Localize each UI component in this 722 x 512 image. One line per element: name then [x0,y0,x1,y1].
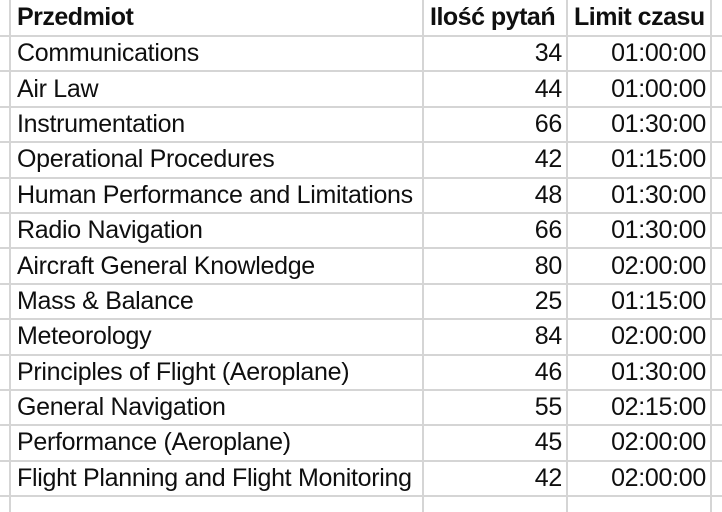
right-margin-cell [712,497,722,512]
time-limit-cell[interactable]: 02:00:00 [568,426,712,462]
left-margin-cell [0,461,11,498]
subject-cell[interactable]: Instrumentation [11,107,424,144]
subject-cell[interactable]: Human Performance and Limitations [11,178,424,214]
left-margin-cell [0,107,11,144]
left-margin-cell [0,143,11,179]
left-margin-cell [0,249,11,285]
questions-cell[interactable]: 34 [424,37,568,73]
right-margin-cell [712,0,722,37]
time-limit-cell[interactable]: 01:00:00 [568,72,712,108]
time-limit-cell[interactable]: 01:30:00 [568,213,712,250]
table-row: Principles of Flight (Aeroplane) 46 01:3… [0,355,722,391]
time-limit-cell[interactable]: 01:30:00 [568,355,712,391]
column-header-limit-czasu[interactable]: Limit czasu [568,0,712,37]
right-margin-cell [712,320,722,356]
right-margin-cell [712,108,722,144]
subject-cell[interactable]: Operational Procedures [11,143,424,179]
left-margin-cell [0,390,11,427]
time-limit-cell[interactable]: 01:15:00 [568,284,712,321]
time-limit-cell[interactable]: 01:00:00 [568,37,712,73]
table-row: Communications 34 01:00:00 [0,37,722,73]
right-margin-cell [712,356,722,391]
table-row: Meteorology 84 02:00:00 [0,320,722,356]
right-margin-cell [712,72,722,108]
table-row: General Navigation 55 02:15:00 [0,390,722,427]
time-limit-cell[interactable]: 01:30:00 [568,178,712,214]
time-limit-cell[interactable]: 02:00:00 [568,461,712,498]
table-row: Aircraft General Knowledge 80 02:00:00 [0,249,722,285]
left-margin-cell [0,320,11,356]
questions-cell[interactable]: 66 [424,213,568,250]
table-row: Human Performance and Limitations 48 01:… [0,178,722,214]
table-row: Flight Planning and Flight Monitoring 42… [0,461,722,498]
subject-cell[interactable]: Aircraft General Knowledge [11,249,424,285]
table-body: Communications 34 01:00:00 Air Law 44 01… [0,37,722,498]
right-margin-cell [712,214,722,250]
questions-cell[interactable]: 44 [424,72,568,108]
table-row: Radio Navigation 66 01:30:00 [0,213,722,250]
questions-cell[interactable]: 42 [424,461,568,498]
table-row: Mass & Balance 25 01:15:00 [0,284,722,321]
time-limit-cell[interactable]: 01:15:00 [568,143,712,179]
questions-cell[interactable]: 84 [424,320,568,356]
time-limit-cell[interactable]: 02:00:00 [568,249,712,285]
table-row: Operational Procedures 42 01:15:00 [0,143,722,179]
column-header-ilosc-pytan[interactable]: Ilość pytań [424,0,568,37]
subject-cell[interactable]: Flight Planning and Flight Monitoring [11,461,424,498]
left-margin-cell [0,426,11,462]
left-margin-cell [0,0,11,37]
questions-cell[interactable]: 25 [424,284,568,321]
right-margin-cell [712,37,722,73]
questions-cell[interactable]: 48 [424,178,568,214]
subject-cell[interactable]: Meteorology [11,320,424,356]
right-margin-cell [712,426,722,462]
right-margin-cell [712,143,722,179]
empty-partial-row [0,497,722,512]
questions-cell[interactable]: 80 [424,249,568,285]
subject-cell[interactable]: Radio Navigation [11,213,424,250]
table-row: Instrumentation 66 01:30:00 [0,107,722,144]
table-row: Air Law 44 01:00:00 [0,72,722,108]
right-margin-cell [712,285,722,321]
subject-cell[interactable]: General Navigation [11,390,424,427]
questions-cell[interactable]: 66 [424,107,568,144]
questions-cell[interactable]: 42 [424,143,568,179]
questions-cell[interactable]: 55 [424,390,568,427]
right-margin-cell [712,462,722,498]
right-margin-cell [712,179,722,214]
table-header-row: Przedmiot Ilość pytań Limit czasu [0,0,722,37]
left-margin-cell [0,355,11,391]
empty-subject-cell[interactable] [11,497,424,512]
time-limit-cell[interactable]: 02:15:00 [568,390,712,427]
questions-cell[interactable]: 45 [424,426,568,462]
left-margin-cell [0,72,11,108]
left-margin-cell [0,497,11,512]
table-row: Performance (Aeroplane) 45 02:00:00 [0,426,722,462]
right-margin-cell [712,391,722,427]
questions-cell[interactable]: 46 [424,355,568,391]
subject-cell[interactable]: Principles of Flight (Aeroplane) [11,355,424,391]
subject-cell[interactable]: Air Law [11,72,424,108]
left-margin-cell [0,284,11,321]
right-margin-cell [712,249,722,285]
subject-cell[interactable]: Mass & Balance [11,284,424,321]
column-header-przedmiot[interactable]: Przedmiot [11,0,424,37]
left-margin-cell [0,178,11,214]
subject-cell[interactable]: Performance (Aeroplane) [11,426,424,462]
time-limit-cell[interactable]: 01:30:00 [568,107,712,144]
left-margin-cell [0,37,11,73]
left-margin-cell [0,213,11,250]
empty-time-cell[interactable] [568,497,712,512]
empty-questions-cell[interactable] [424,497,568,512]
subject-cell[interactable]: Communications [11,37,424,73]
time-limit-cell[interactable]: 02:00:00 [568,320,712,356]
